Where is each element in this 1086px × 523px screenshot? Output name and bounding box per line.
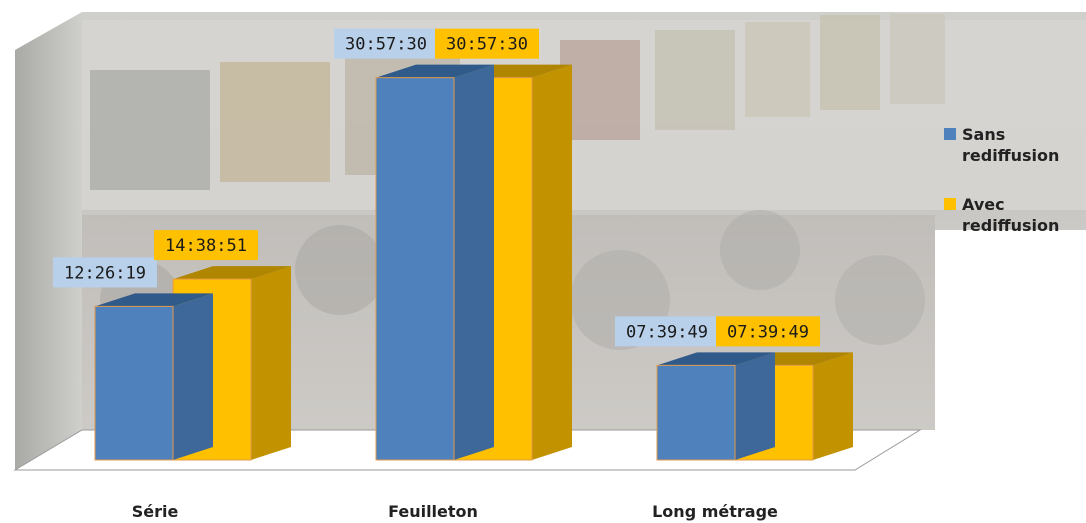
bar-side (251, 266, 291, 460)
legend-swatch (944, 128, 956, 140)
data-label: 12:26:19 (53, 257, 157, 288)
legend: Sans rediffusion Avec rediffusion (944, 124, 1086, 264)
data-label-text: 07:39:49 (626, 322, 708, 342)
data-label-text: 14:38:51 (165, 236, 247, 256)
data-label-text: 07:39:49 (727, 322, 809, 342)
bars (94, 64, 853, 461)
data-label-box (154, 230, 258, 261)
bar-front (375, 77, 455, 461)
data-label: 30:57:30 (435, 28, 539, 59)
data-label: 07:39:49 (615, 316, 719, 347)
data-label-box (716, 316, 820, 347)
data-label-box (615, 316, 719, 347)
data-labels: 12:26:19 14:38:51 30:57:30 30:57:30 07:39:49… (53, 28, 820, 347)
bar-side (735, 352, 775, 460)
data-label: 14:38:51 (154, 230, 258, 261)
data-label-text: 30:57:30 (446, 35, 528, 55)
bar-front (94, 305, 174, 461)
bar-top (95, 293, 213, 307)
bar-side (532, 64, 572, 461)
bar-top (173, 266, 291, 280)
bar (656, 352, 775, 461)
data-label-text: 30:57:30 (345, 35, 427, 55)
legend-item-sans-rediffusion: Sans rediffusion (944, 124, 1086, 166)
legend-label: Sans rediffusion (962, 125, 1060, 165)
bar-front (656, 364, 736, 461)
bar-side (173, 293, 213, 460)
x-tick-label: Feuilleton (388, 502, 478, 521)
data-label: 30:57:30 (334, 28, 438, 59)
bar-top (657, 352, 775, 366)
x-tick-label: Série (132, 502, 179, 521)
legend-label: Avec rediffusion (962, 195, 1060, 235)
x-tick-label: Long métrage (652, 502, 778, 521)
data-label: 07:39:49 (716, 316, 820, 347)
data-label-box (334, 28, 438, 59)
bar-side (454, 64, 494, 461)
data-label-box (435, 28, 539, 59)
bar-side (813, 352, 853, 460)
bar-top (376, 64, 494, 78)
bar (94, 293, 213, 461)
data-label-text: 12:26:19 (64, 263, 146, 283)
legend-item-avec-rediffusion: Avec rediffusion (944, 194, 1086, 236)
x-axis-ticks: Série Feuilleton Long métrage (132, 502, 778, 521)
legend-swatch (944, 198, 956, 210)
bar (375, 64, 494, 461)
data-label-box (53, 257, 157, 288)
